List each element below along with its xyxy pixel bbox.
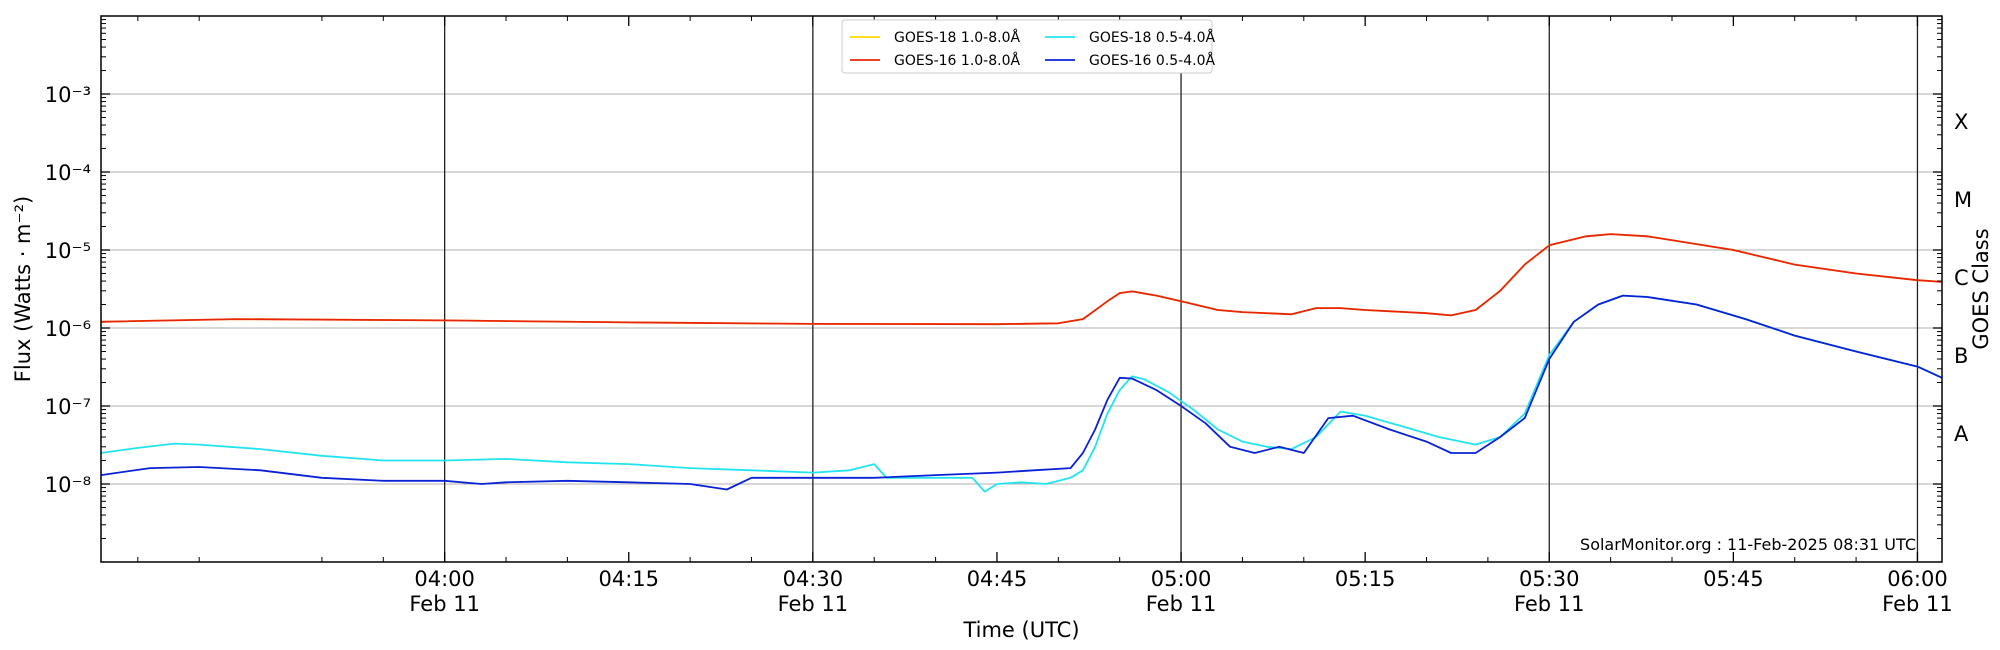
x-tick-label: 04:00 [414, 567, 475, 591]
series-line-2 [100, 233, 1943, 326]
goes-class-label: B [1954, 344, 1968, 368]
goes-class-label: A [1954, 422, 1969, 446]
series-layer [100, 233, 1943, 493]
legend-entry-label: GOES-16 1.0-8.0Å [894, 52, 1020, 69]
grid-layer [101, 93, 1942, 485]
y-tick-label: 10⁻⁶ [45, 317, 91, 341]
goes-class-label: M [1954, 188, 1972, 212]
legend-entry-label: GOES-18 1.0-8.0Å [894, 29, 1020, 46]
y-tick-label: 10⁻⁴ [45, 161, 91, 185]
x-tick-label: 04:30 [783, 567, 844, 591]
plot-frame [100, 15, 1943, 563]
x-axis-title: Time (UTC) [962, 618, 1079, 642]
x-tick-label: 05:30 [1519, 567, 1580, 591]
y-tick-label: 10⁻⁷ [45, 395, 91, 419]
goes-class-label: C [1954, 266, 1969, 290]
x-tick-label: 06:00 [1887, 567, 1948, 591]
legend: GOES-18 1.0-8.0Å GOES-16 1.0-8.0Å GOES-18 … [841, 19, 1215, 74]
y-axis-title: Flux (Watts · m⁻²) [11, 196, 35, 382]
y-tick-label: 10⁻³ [45, 83, 91, 107]
goes-class-layer: A B C M X [1954, 110, 1972, 446]
y-tick-label: 10⁻⁸ [45, 473, 91, 497]
legend-box [841, 19, 1213, 74]
x-tick-label: 05:15 [1335, 567, 1396, 591]
legend-entry-label: GOES-18 0.5-4.0Å [1089, 29, 1215, 46]
goes-class-axis-title: GOES Class [1969, 228, 1993, 349]
x-tick-date-label: Feb 11 [409, 592, 480, 616]
x-tick-date-label: Feb 11 [778, 592, 849, 616]
x-tick-label: 05:00 [1151, 567, 1212, 591]
credit-text: SolarMonitor.org : 11-Feb-2025 08:31 UTC [1580, 535, 1916, 554]
vertical-marker-layer [444, 16, 1919, 562]
x-tick-date-label: Feb 11 [1146, 592, 1217, 616]
x-tick-date-label: Feb 11 [1514, 592, 1585, 616]
x-tick-label: 04:15 [598, 567, 659, 591]
x-tick-label: 05:45 [1703, 567, 1764, 591]
goes-class-label: X [1954, 110, 1968, 134]
y-tick-label: 10⁻⁵ [45, 239, 91, 263]
x-tick-label: 04:45 [967, 567, 1028, 591]
x-tick-date-label: Feb 11 [1882, 592, 1953, 616]
legend-entry-label: GOES-16 0.5-4.0Å [1089, 52, 1215, 69]
series-line-4 [100, 294, 1943, 491]
